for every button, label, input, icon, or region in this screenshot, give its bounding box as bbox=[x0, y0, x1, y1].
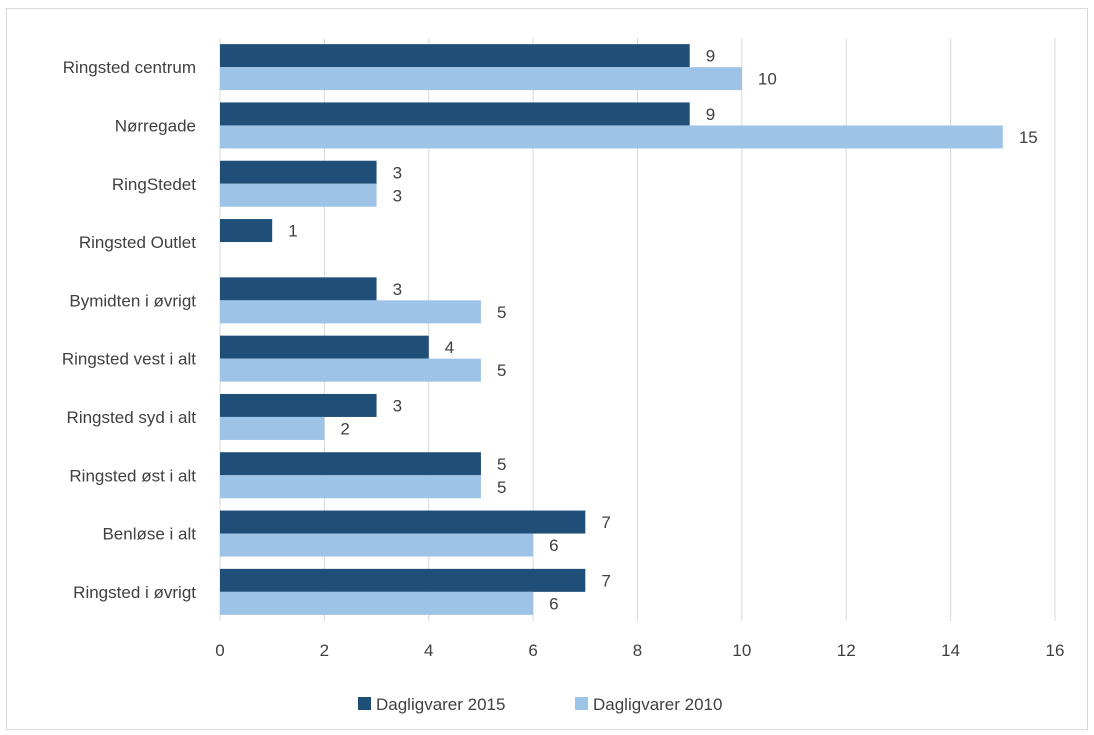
bars bbox=[220, 44, 1003, 615]
category-label: Benløse i alt bbox=[102, 525, 196, 544]
data-label: 5 bbox=[497, 478, 506, 497]
bar-2010 bbox=[220, 358, 481, 382]
data-label: 5 bbox=[497, 303, 506, 322]
x-tick-label: 4 bbox=[424, 641, 433, 660]
category-labels: Ringsted centrum Nørregade RingStedet Rings… bbox=[62, 58, 196, 602]
bar-2015 bbox=[220, 160, 377, 184]
category-label: Nørregade bbox=[115, 116, 196, 135]
data-label: 9 bbox=[706, 105, 715, 124]
legend: Dagligvarer 2015 Dagligvarer 2010 bbox=[358, 695, 722, 714]
bar-2010 bbox=[220, 591, 534, 615]
category-label: Ringsted syd i alt bbox=[67, 408, 197, 427]
bar-2015 bbox=[220, 510, 586, 534]
data-labels: 9 10 9 15 3 3 1 3 5 4 5 3 2 5 5 7 6 7 6 bbox=[288, 47, 1038, 614]
category-label: Ringsted centrum bbox=[63, 58, 196, 77]
data-label: 10 bbox=[758, 70, 777, 89]
category-label: Ringsted i øvrigt bbox=[73, 583, 196, 602]
x-tick-label: 12 bbox=[837, 641, 856, 660]
data-label: 15 bbox=[1019, 128, 1038, 147]
category-label: Ringsted Outlet bbox=[79, 233, 196, 252]
data-label: 3 bbox=[393, 163, 402, 182]
data-label: 5 bbox=[497, 361, 506, 380]
legend-swatch bbox=[358, 697, 371, 710]
x-tick-label: 14 bbox=[941, 641, 960, 660]
legend-label: Dagligvarer 2010 bbox=[593, 695, 722, 714]
bar-2010 bbox=[220, 416, 325, 440]
legend-label: Dagligvarer 2015 bbox=[376, 695, 505, 714]
category-label: Bymidten i øvrigt bbox=[69, 291, 196, 310]
bar-2015 bbox=[220, 393, 377, 417]
data-label: 3 bbox=[393, 186, 402, 205]
data-label: 2 bbox=[340, 419, 349, 438]
legend-swatch bbox=[575, 697, 588, 710]
x-tick-label: 10 bbox=[732, 641, 751, 660]
bar-2010 bbox=[220, 183, 377, 207]
bar-2015 bbox=[220, 102, 690, 126]
x-tick-label: 0 bbox=[215, 641, 224, 660]
data-label: 3 bbox=[393, 396, 402, 415]
x-tick-label: 6 bbox=[528, 641, 537, 660]
data-label: 7 bbox=[601, 513, 610, 532]
x-tick-label: 8 bbox=[633, 641, 642, 660]
bar-2015 bbox=[220, 44, 690, 68]
data-label: 5 bbox=[497, 455, 506, 474]
x-tick-label: 2 bbox=[320, 641, 329, 660]
data-label: 1 bbox=[288, 222, 297, 241]
bar-2010 bbox=[220, 125, 1003, 149]
x-tick-labels: 0 2 4 6 8 10 12 14 16 bbox=[215, 641, 1064, 660]
data-label: 4 bbox=[445, 338, 454, 357]
data-label: 9 bbox=[706, 47, 715, 66]
bar-2010 bbox=[220, 475, 481, 499]
data-label: 6 bbox=[549, 536, 558, 555]
category-label: Ringsted vest i alt bbox=[62, 350, 196, 369]
data-label: 7 bbox=[601, 571, 610, 590]
bar-2010 bbox=[220, 533, 534, 557]
category-label: Ringsted øst i alt bbox=[69, 466, 196, 485]
bar-2010 bbox=[220, 300, 481, 324]
x-tick-label: 16 bbox=[1046, 641, 1065, 660]
data-label: 3 bbox=[393, 280, 402, 299]
bar-2015 bbox=[220, 219, 273, 243]
bar-2015 bbox=[220, 452, 481, 476]
bar-2015 bbox=[220, 568, 586, 592]
bar-2015 bbox=[220, 277, 377, 301]
bar-2015 bbox=[220, 335, 429, 359]
data-label: 6 bbox=[549, 594, 558, 613]
bar-2010 bbox=[220, 67, 742, 91]
category-label: RingStedet bbox=[112, 175, 196, 194]
